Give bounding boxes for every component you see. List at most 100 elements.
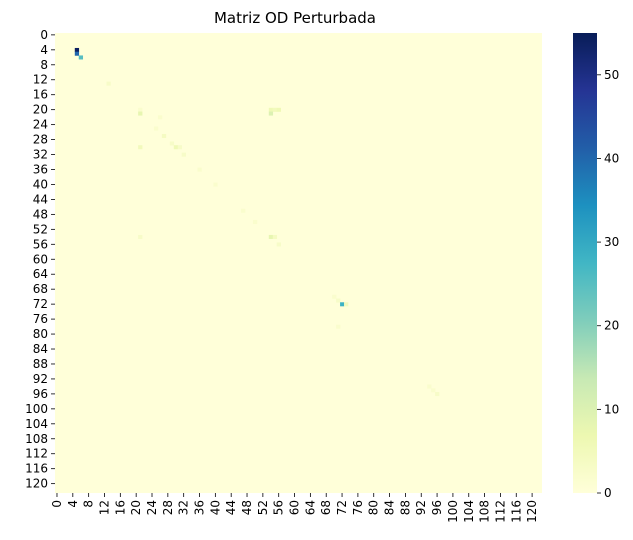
- heatmap-background: [55, 33, 542, 493]
- y-tick-label: 108: [25, 432, 48, 446]
- y-tick-label: 120: [25, 477, 48, 491]
- y-tick-label: 16: [33, 88, 48, 102]
- colorbar-tick-label: 30: [604, 235, 619, 249]
- heatmap-cell: [138, 234, 143, 239]
- x-tick-label: 56: [272, 500, 286, 515]
- x-tick-label: 0: [50, 500, 64, 508]
- y-tick-label: 8: [40, 58, 48, 72]
- x-axis: 0 4 8 12 16 20 24 28 32 36 40 44 48 52 56 60 64 68 72 76 80 8…: [50, 493, 539, 523]
- x-tick-label: 96: [430, 500, 444, 515]
- x-tick-label: 120: [525, 500, 539, 523]
- x-tick-label: 108: [478, 500, 492, 523]
- x-tick-label: 72: [335, 500, 349, 515]
- x-tick-label: 4: [66, 500, 80, 508]
- heatmap-cell: [138, 145, 143, 150]
- colorbar-tick-label: 50: [604, 68, 619, 82]
- x-tick-label: 32: [177, 500, 191, 515]
- heatmap-cell: [181, 152, 186, 157]
- y-tick-label: 56: [33, 237, 48, 251]
- x-tick-label: 36: [193, 500, 207, 515]
- heatmap-cell: [74, 47, 80, 52]
- y-tick-label: 100: [25, 402, 48, 416]
- heatmap-cell: [157, 115, 163, 120]
- y-tick-label: 116: [25, 462, 48, 476]
- x-tick-label: 112: [493, 500, 507, 523]
- y-tick-label: 12: [33, 73, 48, 87]
- heatmap-cell: [268, 234, 274, 239]
- heatmap-cell: [272, 107, 278, 112]
- y-axis: 0481216202428323640444852566064687276808…: [25, 28, 55, 491]
- y-tick-label: 48: [33, 207, 48, 221]
- x-tick-label: 76: [351, 500, 365, 515]
- x-tick-label: 92: [414, 500, 428, 515]
- x-tick-label: 84: [383, 500, 397, 515]
- heatmap-cell: [169, 141, 175, 146]
- x-tick-label: 88: [398, 500, 412, 515]
- y-tick-label: 96: [33, 387, 48, 401]
- heatmap-cell: [332, 294, 337, 299]
- heatmap-cell: [276, 107, 281, 112]
- x-tick-label: 40: [208, 500, 222, 515]
- colorbar-tick-label: 0: [604, 486, 612, 500]
- y-tick-label: 104: [25, 417, 48, 431]
- x-tick-label: 104: [462, 500, 476, 523]
- x-tick-label: 20: [129, 500, 143, 515]
- heatmap-cell: [138, 107, 143, 112]
- heatmap-cell: [336, 298, 341, 303]
- x-tick-label: 68: [319, 500, 333, 515]
- heatmap-cell: [252, 219, 258, 225]
- x-tick-label: 44: [224, 500, 238, 515]
- colorbar: 0 10 20 30 40 50: [573, 33, 619, 500]
- y-tick-label: 68: [33, 282, 48, 296]
- y-tick-label: 40: [33, 177, 48, 191]
- x-tick-label: 12: [97, 500, 111, 515]
- heatmap-cell: [213, 182, 218, 187]
- heatmap-cell: [344, 302, 349, 307]
- y-tick-label: 36: [33, 163, 48, 177]
- x-tick-label: 80: [367, 500, 381, 515]
- y-tick-label: 32: [33, 148, 48, 162]
- y-tick-label: 76: [33, 312, 48, 326]
- y-tick-label: 0: [40, 28, 48, 42]
- x-tick-label: 60: [288, 500, 302, 515]
- y-tick-label: 44: [33, 192, 48, 206]
- y-tick-label: 28: [33, 133, 48, 147]
- colorbar-tick-label: 20: [604, 319, 619, 333]
- y-tick-label: 112: [25, 447, 48, 461]
- y-tick-label: 72: [33, 297, 48, 311]
- heatmap-cell: [268, 107, 274, 112]
- x-tick-label: 28: [161, 500, 175, 515]
- colorbar-tick-label: 40: [604, 151, 619, 165]
- heatmap-cell: [427, 384, 432, 389]
- heatmap-cell: [173, 145, 179, 150]
- heatmap-area: [55, 33, 542, 493]
- x-tick-label: 48: [240, 500, 254, 515]
- heatmap-cell: [272, 234, 278, 239]
- heatmap-cell: [78, 55, 84, 60]
- y-tick-label: 80: [33, 327, 48, 341]
- y-tick-label: 84: [33, 342, 48, 356]
- heatmap-cell: [431, 388, 436, 393]
- y-tick-label: 52: [33, 222, 48, 236]
- heatmap-cell: [336, 324, 341, 329]
- heatmap-cell: [153, 126, 159, 131]
- y-tick-label: 24: [33, 118, 48, 132]
- heatmap-cell: [197, 167, 202, 172]
- heatmap-cell: [241, 208, 246, 213]
- y-tick-label: 88: [33, 357, 48, 371]
- x-tick-label: 8: [82, 500, 96, 508]
- y-tick-label: 64: [33, 267, 48, 281]
- x-tick-label: 16: [113, 500, 127, 515]
- heatmap-cell: [435, 392, 440, 397]
- y-tick-label: 60: [33, 252, 48, 266]
- y-tick-label: 4: [40, 43, 48, 57]
- heatmap-cell: [138, 111, 143, 116]
- x-tick-label: 100: [446, 500, 460, 523]
- heatmap-cell: [276, 242, 281, 247]
- colorbar-gradient: [573, 33, 597, 493]
- x-tick-label: 24: [145, 500, 159, 515]
- heatmap-cell: [106, 81, 111, 86]
- heatmap-cell: [161, 133, 167, 139]
- x-tick-label: 116: [509, 500, 523, 523]
